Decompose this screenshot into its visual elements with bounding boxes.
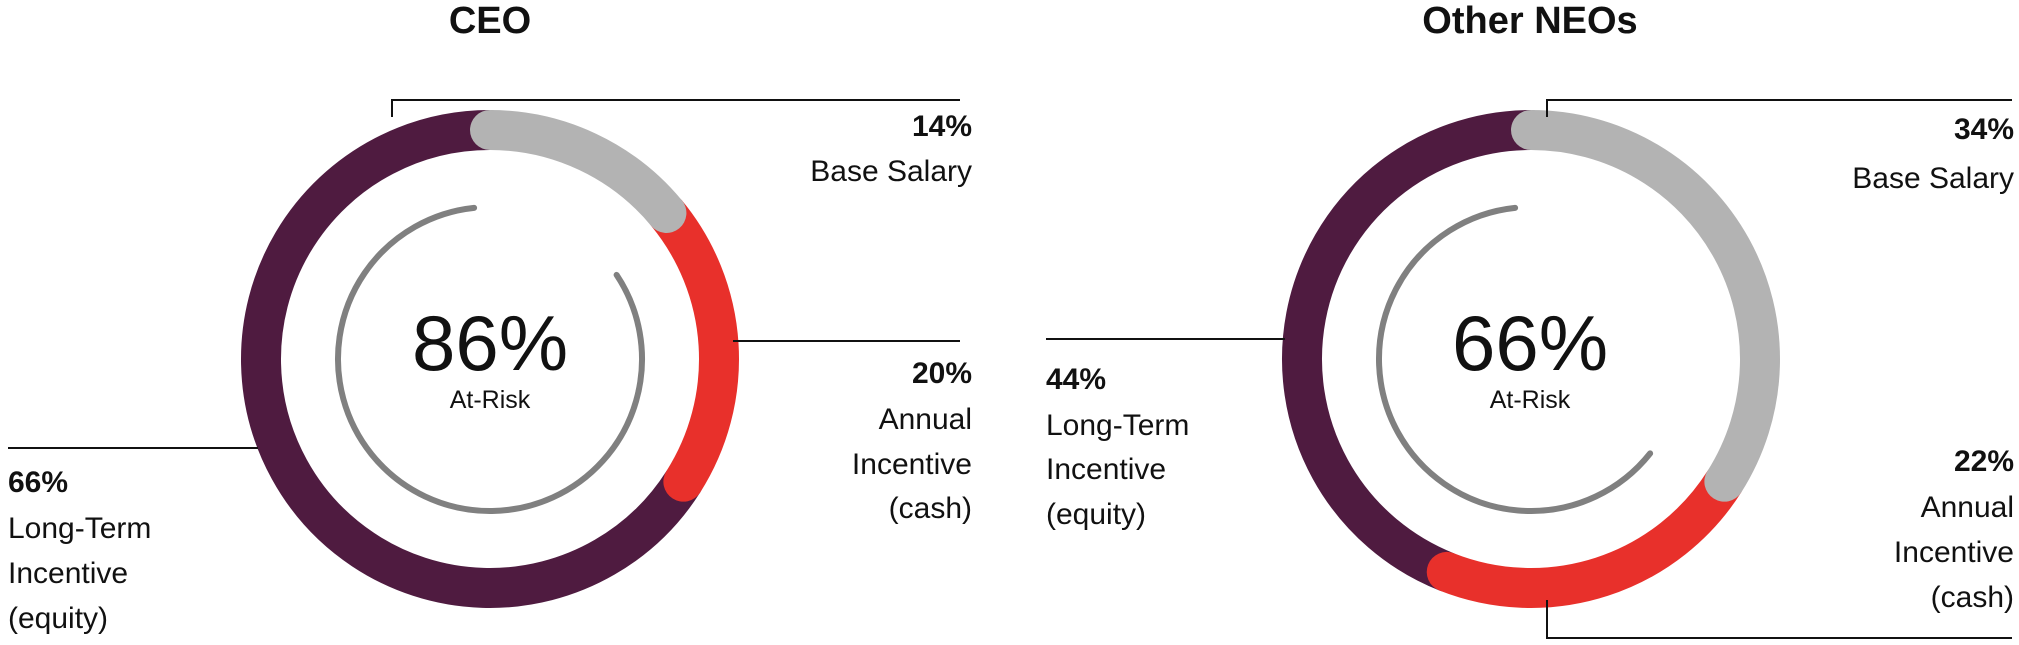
ceo-long-term-incentive-arc [241, 110, 704, 608]
ceo-long-term-incentive-label-line1: Long-Term [8, 512, 152, 545]
ceo-annual-incentive-label-line3: (cash) [888, 492, 972, 525]
ceo-long-term-incentive-percent: 66% [8, 466, 69, 499]
ceo-base-salary-percent: 14% [911, 110, 972, 143]
ceo-annual-incentive-arc [646, 193, 739, 502]
ceo-base-salary-arc [470, 110, 687, 233]
neo-at-risk-inner-arc [1375, 204, 1654, 514]
neo-long-term-incentive-percent: 44% [1046, 363, 1107, 396]
neo-base-salary-leader-line [1546, 99, 2012, 117]
neo-chart-title: Other NEOs [1422, 0, 1638, 42]
ceo-annual-incentive-label-line1: Annual [878, 403, 972, 436]
neo-long-term-incentive-label-line1: Long-Term [1046, 409, 1190, 442]
ceo-chart-title: CEO [448, 0, 532, 42]
ceo-at-risk-inner-arc [335, 204, 645, 514]
neo-long-term-incentive-label-line3: (equity) [1046, 498, 1147, 531]
ceo-base-salary-leader-line [391, 99, 960, 117]
neo-long-term-incentive-label-line2: Incentive [1046, 453, 1167, 486]
ceo-center-label: At-Risk [449, 386, 531, 414]
ceo-base-salary-label: Base Salary [810, 155, 972, 188]
neo-center-label: At-Risk [1489, 386, 1571, 414]
neo-base-salary-label: Base Salary [1852, 162, 2014, 195]
neo-annual-incentive-percent: 22% [1953, 445, 2014, 478]
neo-long-term-incentive-arc [1282, 110, 1551, 592]
ceo-long-term-incentive-label-line2: Incentive [8, 557, 129, 590]
neo-base-salary-arc [1511, 110, 1780, 502]
ceo-center-value: 86% [411, 299, 569, 387]
neo-annual-incentive-label-line2: Incentive [1893, 536, 2014, 569]
neo-center-value: 66% [1451, 299, 1609, 387]
ceo-annual-incentive-label-line2: Incentive [851, 448, 972, 481]
neo-annual-incentive-leader-line [1546, 600, 2012, 639]
neo-annual-incentive-label-line3: (cash) [1930, 581, 2014, 614]
neo-annual-incentive-label-line1: Annual [1920, 491, 2014, 524]
ceo-long-term-incentive-label-line3: (equity) [8, 602, 109, 635]
neo-base-salary-percent: 34% [1953, 113, 2014, 146]
neo-annual-incentive-arc [1426, 461, 1745, 608]
ceo-annual-incentive-percent: 20% [911, 357, 972, 390]
